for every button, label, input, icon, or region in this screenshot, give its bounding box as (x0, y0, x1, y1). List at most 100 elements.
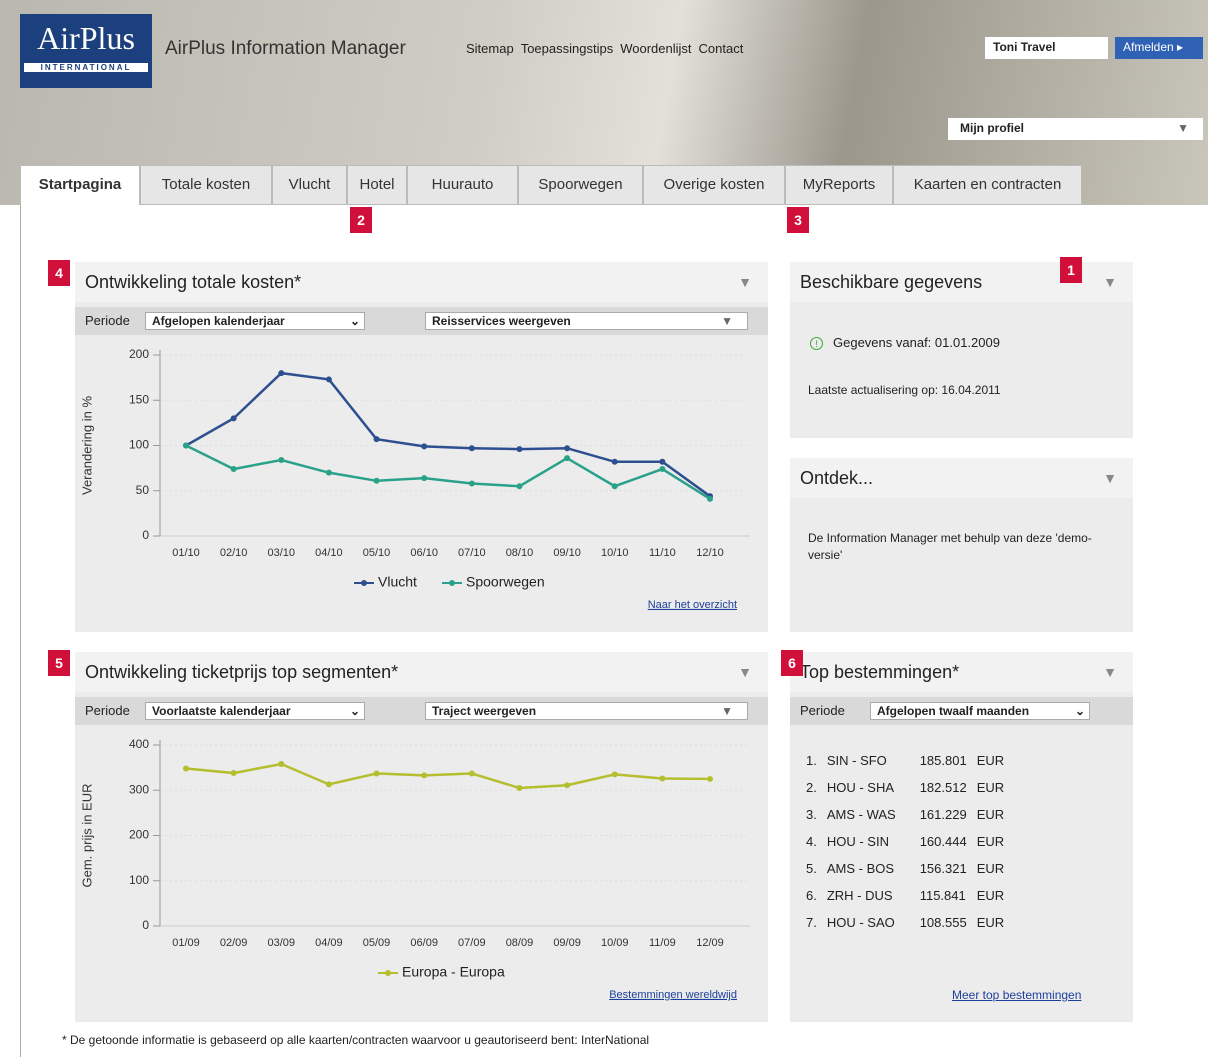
panel-link[interactable]: Naar het overzicht (648, 599, 737, 611)
badge: 1 (1060, 257, 1082, 283)
point (374, 436, 380, 442)
table-cell: HOU - SIN (827, 828, 920, 855)
legend-dot (449, 580, 455, 586)
footnote: * De getoonde informatie is gebaseerd op… (62, 1033, 649, 1047)
table-row: 2.HOU - SHA182.512EUR (806, 774, 1014, 801)
table-cell: 108.555 (920, 909, 977, 936)
x-tick-label: 11/10 (649, 547, 676, 559)
x-tick-label: 05/09 (363, 937, 391, 949)
nav: Sitemap Toepassingstips Woordenlijst Contac… (466, 41, 750, 56)
point (183, 766, 189, 772)
tab[interactable]: Kaarten en contracten (893, 165, 1082, 205)
table-cell: AMS - WAS (827, 801, 920, 828)
legend-label: Vlucht (378, 574, 417, 590)
panel-title: Ontdek... (800, 468, 873, 488)
table-cell: 185.801 (920, 747, 977, 774)
x-tick-label: 01/09 (172, 937, 200, 949)
table-cell: 4. (806, 828, 827, 855)
nav-link[interactable]: Toepassingstips (521, 41, 614, 56)
table-cell: HOU - SAO (827, 909, 920, 936)
tab[interactable]: Spoorwegen (518, 165, 643, 205)
x-tick-label: 06/09 (410, 937, 438, 949)
y-axis-label: Verandering in % (79, 396, 94, 495)
x-tick-label: 02/10 (220, 547, 248, 559)
y-tick-label: 400 (129, 737, 149, 751)
x-tick-label: 01/10 (172, 547, 200, 559)
panel-title: Top bestemmingen* (800, 662, 959, 682)
cost-panel: Ontwikkeling totale kosten*▼ Periode Afg… (75, 262, 768, 632)
user-field[interactable]: Toni Travel (985, 37, 1108, 59)
select-value: Afgelopen twaalf maanden (877, 704, 1029, 718)
since-line: !Gegevens vanaf: 01.01.2009 (810, 335, 1000, 350)
point (231, 466, 237, 472)
badge: 6 (781, 650, 803, 676)
point (326, 376, 332, 382)
filter-select[interactable]: Reisservices weergeven▼ (425, 312, 748, 330)
table-cell: SIN - SFO (827, 747, 920, 774)
nav-link[interactable]: Contact (699, 41, 744, 56)
legend-dot (385, 970, 391, 976)
point (516, 446, 522, 452)
x-tick-label: 07/09 (458, 937, 486, 949)
point (231, 770, 237, 776)
chart: 050100150200Verandering in %01/1002/1003… (75, 337, 768, 632)
period-select[interactable]: Afgelopen twaalf maanden⌄ (870, 702, 1090, 720)
table-cell: HOU - SHA (827, 774, 920, 801)
x-tick-label: 07/10 (458, 547, 486, 559)
profile-select[interactable]: Mijn profiel▼ (948, 118, 1203, 140)
line (186, 764, 710, 788)
point (374, 478, 380, 484)
select-value: Afgelopen kalenderjaar (152, 314, 285, 328)
tab[interactable]: MyReports (785, 165, 893, 205)
nav-link[interactable]: Woordenlijst (620, 41, 691, 56)
data-panel: Beschikbare gegevens▼ !Gegevens vanaf: 0… (790, 262, 1133, 438)
logo-text: AirPlus (37, 20, 135, 56)
tab[interactable]: Vlucht (272, 165, 347, 205)
point (421, 475, 427, 481)
panel-link[interactable]: Bestemmingen wereldwijd (609, 989, 737, 1001)
period-select[interactable]: Voorlaatste kalenderjaar⌄ (145, 702, 365, 720)
logout-button[interactable]: Afmelden ▸ (1115, 37, 1203, 59)
tab[interactable]: Hotel (347, 165, 407, 205)
tab[interactable]: Overige kosten (643, 165, 785, 205)
table-cell: EUR (977, 882, 1014, 909)
panel-header: Ontwikkeling ticketprijs top segmenten*▼ (75, 652, 768, 692)
table-cell: EUR (977, 774, 1014, 801)
logo[interactable]: AirPlus INTERNATIONAL (20, 14, 152, 88)
logout-label: Afmelden (1123, 40, 1174, 54)
table-cell: 156.321 (920, 855, 977, 882)
tab[interactable]: Startpagina (20, 165, 140, 205)
period-select[interactable]: Afgelopen kalenderjaar⌄ (145, 312, 365, 330)
table-row: 5.AMS - BOS156.321EUR (806, 855, 1014, 882)
discover-text: De Information Manager met behulp van de… (808, 530, 1108, 564)
x-tick-label: 05/10 (363, 547, 391, 559)
x-tick-label: 06/10 (410, 547, 438, 559)
profile-label: Mijn profiel (960, 121, 1024, 135)
x-tick-label: 11/09 (649, 937, 676, 949)
point (469, 445, 475, 451)
point (374, 771, 380, 777)
point (659, 459, 665, 465)
table-cell: ZRH - DUS (827, 882, 920, 909)
tab[interactable]: Totale kosten (140, 165, 272, 205)
y-tick-label: 200 (129, 347, 149, 361)
point (707, 776, 713, 782)
legend-dot (361, 580, 367, 586)
x-tick-label: 12/10 (696, 547, 724, 559)
select-value: Reisservices weergeven (432, 314, 571, 328)
more-link[interactable]: Meer top bestemmingen (952, 988, 1081, 1002)
tab[interactable]: Huurauto (407, 165, 518, 205)
table-cell: 161.229 (920, 801, 977, 828)
filter-select[interactable]: Traject weergeven▼ (425, 702, 748, 720)
discover-panel: Ontdek...▼ De Information Manager met be… (790, 458, 1133, 632)
table-cell: 115.841 (920, 882, 977, 909)
filter-bar: Periode Voorlaatste kalenderjaar⌄ Trajec… (75, 697, 768, 725)
logo-sub: INTERNATIONAL (24, 63, 148, 72)
x-tick-label: 03/09 (268, 937, 296, 949)
line (186, 373, 710, 496)
app-title: AirPlus Information Manager (165, 38, 406, 60)
x-tick-label: 09/09 (553, 937, 581, 949)
nav-link[interactable]: Sitemap (466, 41, 514, 56)
panel-title: Ontwikkeling totale kosten* (85, 272, 301, 292)
